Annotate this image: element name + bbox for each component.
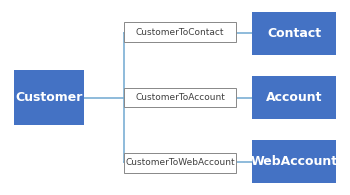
FancyBboxPatch shape <box>124 88 236 107</box>
Text: CustomerToContact: CustomerToContact <box>136 28 224 37</box>
FancyBboxPatch shape <box>252 12 336 55</box>
Text: CustomerToWebAccount: CustomerToWebAccount <box>125 158 235 167</box>
Text: WebAccount: WebAccount <box>251 155 337 168</box>
Text: CustomerToAccount: CustomerToAccount <box>135 93 225 102</box>
Text: Customer: Customer <box>15 91 83 104</box>
FancyBboxPatch shape <box>252 140 336 183</box>
Text: Contact: Contact <box>267 27 321 40</box>
FancyBboxPatch shape <box>124 153 236 173</box>
FancyBboxPatch shape <box>14 70 84 125</box>
FancyBboxPatch shape <box>124 22 236 42</box>
FancyBboxPatch shape <box>252 76 336 119</box>
Text: Account: Account <box>266 91 322 104</box>
